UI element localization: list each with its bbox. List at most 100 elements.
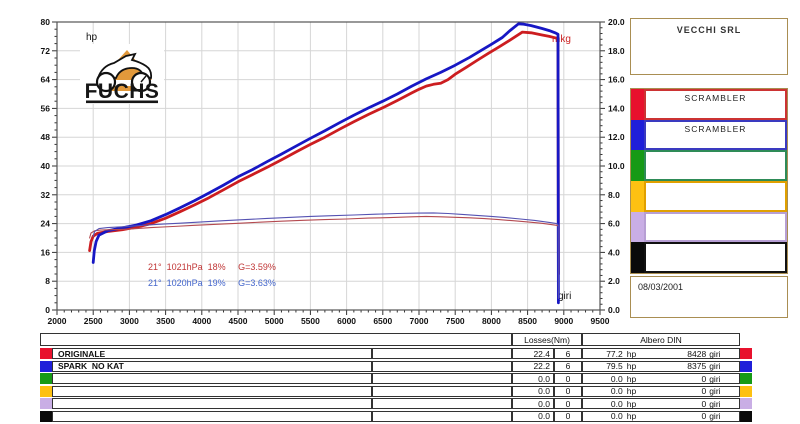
side-panel: VECCHI SRL SCRAMBLER SCRAMBLER 08/03/200… <box>630 18 790 318</box>
row-loss-nm: 0.0 <box>512 373 554 384</box>
legend-box: SCRAMBLER SCRAMBLER <box>630 88 788 274</box>
row-loss-n: 0 <box>554 410 582 422</box>
fuchs-logo: FUCHS <box>80 44 164 104</box>
wheel-spoke <box>140 75 147 83</box>
row-color-marker-right <box>740 398 752 409</box>
row-giri-value: 0 <box>701 411 707 421</box>
y-left-tick-label: 80 <box>41 17 51 27</box>
y-left-tick-label: 64 <box>41 75 51 85</box>
row-loss-nm: 0.0 <box>512 410 554 422</box>
row-giri-value: 0 <box>701 398 707 409</box>
y-left-tick-label: 48 <box>41 132 51 142</box>
row-loss-nm: 22.2 <box>512 360 554 372</box>
table-header-row: Losses(Nm) Albero DIN <box>40 333 754 346</box>
row-color-marker-left <box>40 348 52 359</box>
dyno-chart-area: 2000 2500 3000 3500 4000 4500 5000 5500 6000 6500… <box>41 17 625 326</box>
row-giri-unit: giri <box>709 361 721 371</box>
row-name <box>52 398 372 409</box>
curve-1-power <box>91 22 560 305</box>
x-tick-label: 7500 <box>446 316 465 326</box>
row-giri-value: 0 <box>701 386 707 396</box>
x-tick-label: 3500 <box>156 316 175 326</box>
row-albero-din: 0.0 hp 0 giri <box>582 385 740 397</box>
x-tick-label: 3000 <box>120 316 139 326</box>
row-hp-unit: hp <box>626 348 637 359</box>
date-box: 08/03/2001 <box>630 276 788 318</box>
table-row: 0.0 0 0.0 hp 0 giri <box>40 398 754 409</box>
row-middle-cell <box>372 348 512 359</box>
row-hp-unit: hp <box>626 386 637 396</box>
test-date: 08/03/2001 <box>638 282 684 292</box>
curve-3-torque <box>92 212 559 300</box>
y-right-tick-label: 16.0 <box>608 75 625 85</box>
results-table: Losses(Nm) Albero DIN ORIGINALE 22.4 6 77.2… <box>40 333 754 423</box>
row-hp-unit: hp <box>626 361 637 371</box>
y-right-tick-label: 10.0 <box>608 161 625 171</box>
legend-label-green <box>644 150 787 182</box>
chart-gridlines <box>57 22 600 310</box>
x-tick-label: 7000 <box>410 316 429 326</box>
legend-swatch-black <box>631 242 644 274</box>
row-hp-value: 0.0 <box>610 386 623 396</box>
row-color-marker-right <box>740 385 752 397</box>
y-left-axis-title: hp <box>86 32 98 43</box>
row-loss-n: 6 <box>554 348 582 359</box>
legend-label-black <box>644 242 787 274</box>
x-tick-label: 5500 <box>301 316 320 326</box>
row-giri-value: 8428 <box>687 348 707 359</box>
row-hp-unit: hp <box>626 373 637 384</box>
x-tick-label: 9500 <box>591 316 610 326</box>
row-color-marker-right <box>740 348 752 359</box>
row-albero-din: 0.0 hp 0 giri <box>582 373 740 384</box>
y-right-tick-label: 4.0 <box>608 247 620 257</box>
table-row: 0.0 0 0.0 hp 0 giri <box>40 410 754 422</box>
plot-frame <box>56 21 601 311</box>
y-right-tick-label: 12.0 <box>608 132 625 142</box>
logo-underline <box>86 100 158 104</box>
row-giri-unit: giri <box>709 386 721 396</box>
row-giri-unit: giri <box>709 348 721 359</box>
legend-swatch-green <box>631 150 644 182</box>
row-loss-n: 0 <box>554 398 582 409</box>
row-color-marker-left <box>40 398 52 409</box>
header-losses: Losses(Nm) <box>512 333 582 346</box>
y-right-tick-label: 18.0 <box>608 46 625 56</box>
table-row: 0.0 0 0.0 hp 0 giri <box>40 373 754 384</box>
legend-swatch-blue <box>631 119 644 151</box>
x-tick-label: 6000 <box>337 316 356 326</box>
row-hp-value: 0.0 <box>610 398 623 409</box>
y-left-tick-label: 24 <box>41 219 51 229</box>
row-hp-unit: hp <box>626 398 637 409</box>
row-color-marker-left <box>40 360 52 372</box>
annotation-blue-conditions: 21° 1020hPa 19% G=3.63% <box>148 278 276 288</box>
table-row: SPARK NO KAT 22.2 6 79.5 hp 8375 giri <box>40 360 754 372</box>
legend-row-black <box>631 242 787 274</box>
x-tick-label: 9000 <box>554 316 573 326</box>
x-tick-label: 8000 <box>482 316 501 326</box>
row-giri-unit: giri <box>709 411 721 421</box>
header-empty-cell <box>40 333 512 346</box>
row-middle-cell <box>372 373 512 384</box>
x-tick-label: 4000 <box>192 316 211 326</box>
x-axis-title: giri <box>558 291 571 302</box>
row-loss-n: 0 <box>554 385 582 397</box>
chart-tick-labels: 2000 2500 3000 3500 4000 4500 5000 5500 6000 6500… <box>41 17 625 326</box>
y-left-tick-label: 72 <box>41 46 51 56</box>
row-middle-cell <box>372 398 512 409</box>
row-hp-value: 0.0 <box>610 373 623 384</box>
motorcycle-icon <box>96 52 153 79</box>
curve-0-power <box>88 30 560 276</box>
row-giri-unit: giri <box>709 398 721 409</box>
row-loss-n: 0 <box>554 373 582 384</box>
row-loss-nm: 22.4 <box>512 348 554 359</box>
legend-row-lavender <box>631 211 787 243</box>
company-box: VECCHI SRL <box>630 18 788 75</box>
y-left-tick-label: 16 <box>41 247 51 257</box>
logo-brand-text: FUCHS <box>85 80 160 103</box>
row-albero-din: 79.5 hp 8375 giri <box>582 360 740 372</box>
y-right-tick-label: 6.0 <box>608 219 620 229</box>
legend-label-yellow <box>644 181 787 212</box>
x-tick-label: 8500 <box>518 316 537 326</box>
company-name: VECCHI SRL <box>676 25 742 35</box>
